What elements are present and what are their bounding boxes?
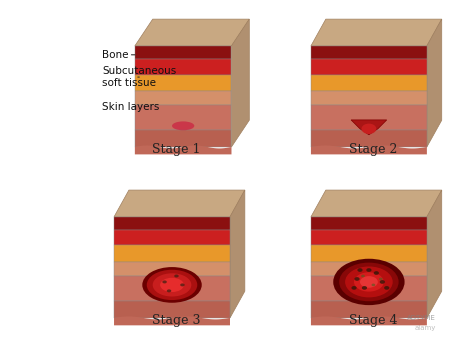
- Text: ADTYME: ADTYME: [407, 314, 436, 321]
- Ellipse shape: [360, 276, 378, 288]
- Polygon shape: [311, 230, 427, 245]
- Polygon shape: [311, 262, 427, 276]
- Text: alamy: alamy: [415, 325, 436, 331]
- Ellipse shape: [167, 289, 171, 292]
- Ellipse shape: [372, 284, 375, 286]
- Polygon shape: [427, 19, 442, 147]
- Text: Stage 3: Stage 3: [152, 314, 201, 327]
- Ellipse shape: [142, 267, 202, 303]
- Polygon shape: [135, 91, 231, 105]
- Ellipse shape: [366, 268, 372, 272]
- Polygon shape: [427, 190, 442, 318]
- Text: Bone: Bone: [102, 50, 135, 60]
- Polygon shape: [311, 74, 427, 91]
- Text: Subcutaneous
soft tissue: Subcutaneous soft tissue: [102, 66, 176, 88]
- Polygon shape: [230, 190, 245, 318]
- Ellipse shape: [379, 278, 383, 280]
- Polygon shape: [114, 217, 230, 230]
- Ellipse shape: [384, 286, 389, 290]
- Polygon shape: [135, 105, 231, 130]
- Polygon shape: [114, 230, 230, 245]
- Ellipse shape: [153, 273, 191, 296]
- Polygon shape: [114, 276, 230, 301]
- Polygon shape: [311, 130, 427, 147]
- Polygon shape: [114, 262, 230, 276]
- Ellipse shape: [174, 274, 179, 277]
- Ellipse shape: [362, 124, 376, 134]
- Ellipse shape: [362, 286, 367, 290]
- Polygon shape: [311, 146, 427, 154]
- Ellipse shape: [355, 277, 360, 281]
- Polygon shape: [135, 46, 231, 60]
- Polygon shape: [114, 190, 245, 217]
- Polygon shape: [311, 317, 427, 325]
- Text: Stage 4: Stage 4: [349, 314, 398, 327]
- Text: Skin layers: Skin layers: [102, 102, 160, 112]
- Ellipse shape: [160, 278, 184, 292]
- Polygon shape: [135, 59, 231, 74]
- Ellipse shape: [351, 286, 356, 290]
- Ellipse shape: [147, 270, 197, 300]
- Ellipse shape: [172, 121, 194, 130]
- Polygon shape: [135, 74, 231, 91]
- Text: Stage 2: Stage 2: [349, 143, 398, 156]
- Polygon shape: [231, 19, 249, 147]
- Polygon shape: [135, 130, 231, 147]
- Polygon shape: [114, 317, 230, 325]
- Ellipse shape: [361, 275, 365, 277]
- Ellipse shape: [354, 272, 384, 292]
- Polygon shape: [135, 146, 231, 154]
- Ellipse shape: [374, 271, 379, 275]
- Ellipse shape: [339, 262, 399, 301]
- Polygon shape: [311, 46, 427, 60]
- Polygon shape: [351, 120, 387, 135]
- Polygon shape: [311, 245, 427, 262]
- Polygon shape: [135, 19, 249, 46]
- Polygon shape: [311, 91, 427, 105]
- Polygon shape: [311, 59, 427, 74]
- Polygon shape: [311, 301, 427, 318]
- Polygon shape: [311, 105, 427, 130]
- Ellipse shape: [180, 284, 185, 286]
- Text: Stage 1: Stage 1: [152, 143, 201, 156]
- Ellipse shape: [163, 280, 167, 284]
- Polygon shape: [114, 245, 230, 262]
- Polygon shape: [311, 217, 427, 230]
- Ellipse shape: [380, 280, 385, 284]
- Polygon shape: [311, 276, 427, 301]
- Ellipse shape: [333, 259, 405, 305]
- Ellipse shape: [357, 268, 363, 272]
- Polygon shape: [114, 301, 230, 318]
- Polygon shape: [311, 19, 442, 46]
- Polygon shape: [311, 190, 442, 217]
- Ellipse shape: [345, 267, 392, 298]
